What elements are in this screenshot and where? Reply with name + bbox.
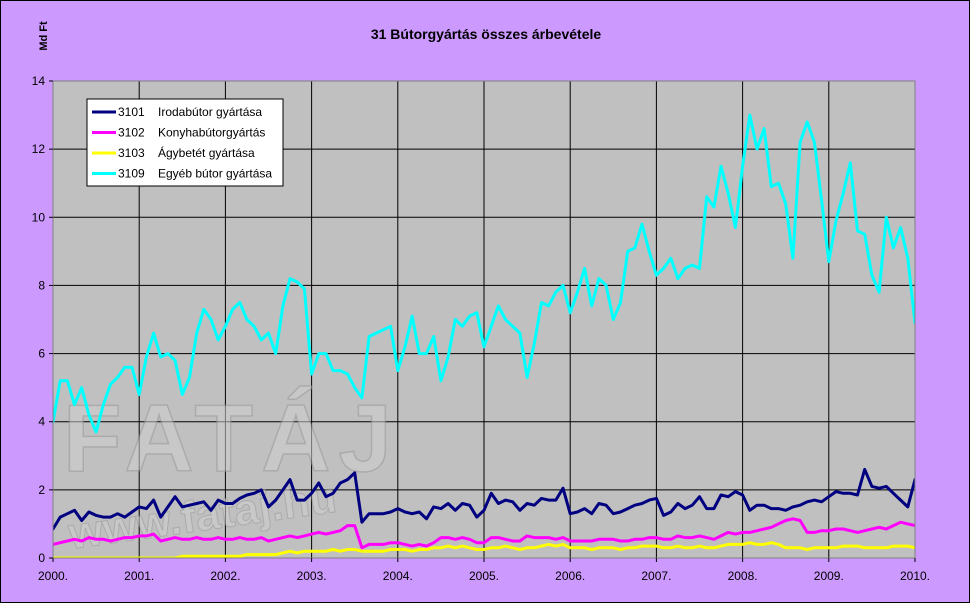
- series-line-3101: [53, 467, 915, 531]
- y-tick-label: 4: [38, 415, 45, 429]
- y-axis: 0 2 4 6 8 10 12 14: [32, 74, 53, 565]
- y-tick-label: 0: [38, 551, 45, 565]
- y-tick-label: 2: [38, 483, 45, 497]
- series-line-3103: [53, 541, 915, 558]
- legend: 3101 Irodabútor gyártása 3102 Konyhabútorgy…: [86, 98, 284, 187]
- legend-item-3103: 3103 Ágybetét gyártása: [92, 145, 255, 160]
- x-tick-label: 2003.: [297, 569, 327, 583]
- legend-label: Ágybetét gyártása: [158, 145, 255, 160]
- y-axis-label: Md Ft: [38, 21, 50, 51]
- x-tick-label: 2010.: [900, 569, 930, 583]
- legend-label: Irodabútor gyártása: [158, 105, 262, 119]
- legend-label: Egyéb bútor gyártása: [158, 167, 272, 181]
- x-tick-label: 2000.: [38, 569, 68, 583]
- x-tick-label: 2005.: [469, 569, 499, 583]
- legend-code: 3109: [118, 167, 145, 181]
- y-tick-label: 8: [38, 278, 45, 292]
- series-line-3109: [53, 113, 915, 434]
- x-tick-label: 2008.: [728, 569, 758, 583]
- watermark-text-fataj: FATÁJ: [63, 385, 400, 492]
- series-layer: [53, 113, 915, 558]
- legend-code: 3101: [118, 105, 145, 119]
- y-tick-label: 12: [32, 142, 46, 156]
- legend-code: 3103: [118, 146, 145, 160]
- chart-title: 31 Bútorgyártás összes árbevétele: [371, 26, 602, 42]
- legend-item-3102: 3102 Konyhabútorgyártás: [92, 126, 265, 140]
- legend-item-3109: 3109 Egyéb bútor gyártása: [92, 167, 272, 181]
- legend-item-3101: 3101 Irodabútor gyártása: [92, 105, 262, 119]
- x-axis: 2000. 2001. 2002. 2003. 2004. 2005. 2006. 2007.…: [38, 558, 930, 583]
- y-tick-label: 14: [32, 74, 46, 88]
- x-tick-label: 2004.: [383, 569, 413, 583]
- x-tick-label: 2007.: [641, 569, 671, 583]
- x-tick-label: 2002.: [210, 569, 240, 583]
- x-tick-label: 2006.: [555, 569, 585, 583]
- x-tick-label: 2009.: [814, 569, 844, 583]
- legend-label: Konyhabútorgyártás: [158, 126, 265, 140]
- legend-code: 3102: [118, 126, 145, 140]
- y-tick-label: 6: [38, 347, 45, 361]
- y-tick-label: 10: [32, 210, 46, 224]
- legend-box: [86, 98, 284, 187]
- x-tick-label: 2001.: [124, 569, 154, 583]
- series-line-3102: [53, 517, 915, 550]
